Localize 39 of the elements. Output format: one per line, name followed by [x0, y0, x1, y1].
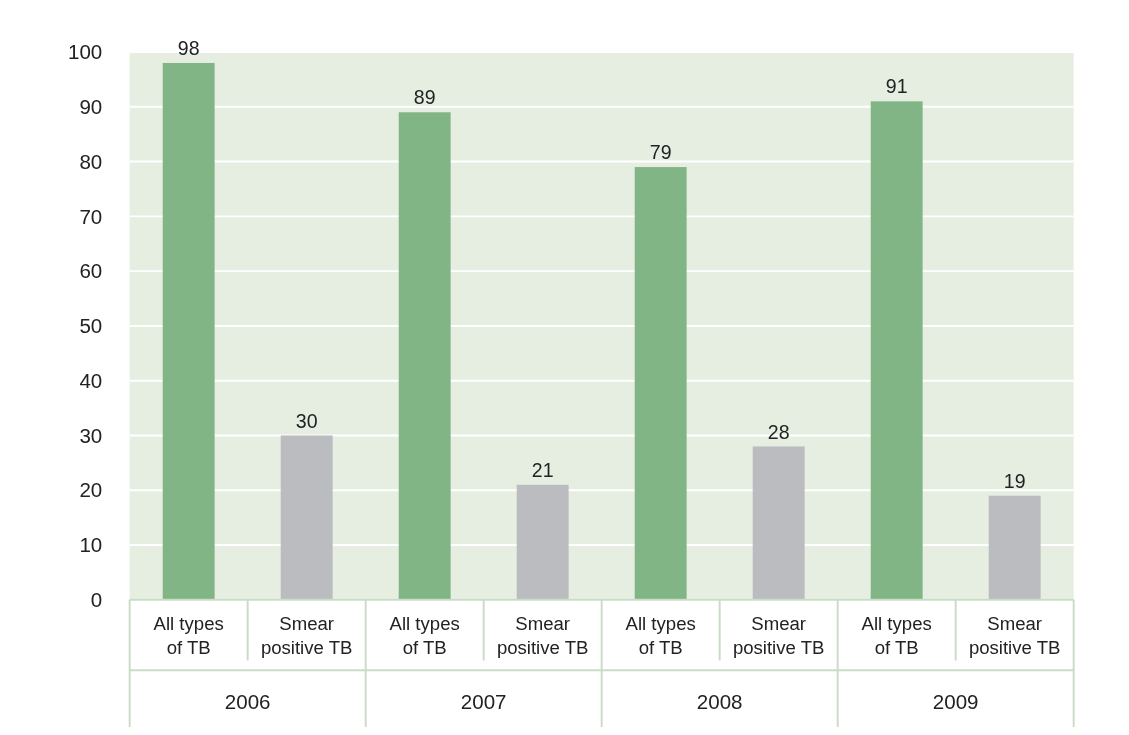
text: Smear positive TB: [732, 613, 825, 658]
x-tick-label: 2006: [224, 690, 271, 714]
bar: [752, 446, 805, 600]
bar: [634, 167, 687, 600]
series-label: Smear positive TB: [968, 613, 1061, 658]
data-label: 21: [531, 458, 554, 481]
bar: [870, 101, 923, 600]
bar: [988, 495, 1041, 600]
text: All types of TB: [625, 613, 696, 658]
series-label: All types of TB: [389, 613, 460, 658]
x-tick-label: 2007: [460, 690, 507, 714]
y-tick-label: 80: [79, 149, 103, 173]
bar: [162, 62, 215, 600]
text: Smear positive TB: [260, 613, 353, 658]
y-tick-label: 70: [79, 204, 103, 228]
data-label: 19: [1003, 469, 1026, 492]
bar: [280, 435, 333, 600]
y-tick-label: 60: [79, 259, 103, 283]
x-tick-label: 2008: [696, 690, 743, 714]
x-tick-label: 2009: [932, 690, 979, 714]
y-tick-label: 90: [79, 94, 103, 118]
data-label: 30: [295, 409, 318, 432]
y-tick-label: 50: [79, 314, 103, 338]
data-label: 98: [177, 37, 200, 60]
y-tick-label: 20: [79, 478, 103, 502]
text: All types of TB: [861, 613, 932, 658]
bar: [398, 112, 451, 600]
text: Smear positive TB: [496, 613, 589, 658]
data-label: 91: [885, 75, 908, 98]
bar: [516, 484, 569, 600]
text: All types of TB: [153, 613, 224, 658]
y-tick-label: 100: [68, 40, 103, 64]
y-tick-label: 40: [79, 368, 103, 392]
data-label: 89: [413, 86, 436, 109]
data-label: 79: [649, 141, 672, 164]
y-tick-label: 10: [79, 533, 103, 557]
y-tick-label: 30: [79, 423, 103, 447]
data-label: 28: [767, 420, 790, 443]
y-tick-label: 0: [90, 588, 103, 612]
